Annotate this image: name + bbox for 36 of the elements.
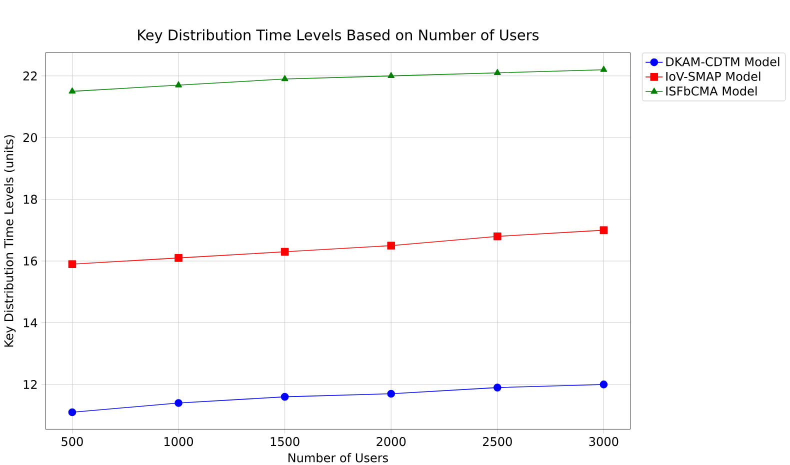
point — [387, 390, 396, 398]
chart-title: Key Distribution Time Levels Based on Number of Users — [138, 29, 539, 44]
legend-label: ISFbCMA Model — [666, 86, 757, 96]
point — [68, 408, 76, 416]
y-tick-label: 16 — [24, 256, 38, 266]
y-tick-label: 14 — [24, 318, 38, 328]
point — [174, 254, 182, 262]
x-tick-label: 1000 — [164, 437, 194, 446]
point — [175, 81, 182, 88]
point — [174, 399, 182, 407]
legend-label: IoV-SMAP Model — [666, 72, 760, 81]
point — [494, 68, 501, 76]
point — [280, 392, 289, 401]
point — [494, 384, 502, 392]
point — [494, 232, 502, 240]
y-tick-label: 22 — [23, 72, 37, 80]
x-tick-label: 500 — [62, 437, 83, 446]
point — [600, 226, 608, 234]
y-tick-label: 20 — [23, 133, 38, 142]
point — [68, 87, 76, 94]
point — [600, 380, 608, 388]
x-axis-title: Number of Users — [288, 453, 388, 462]
point — [280, 248, 289, 256]
point — [388, 72, 395, 78]
x-tick-label: 3000 — [589, 437, 618, 446]
point — [600, 66, 608, 72]
point — [387, 242, 396, 250]
y-tick-label: 12 — [24, 380, 37, 389]
x-tick-label: 2000 — [376, 437, 406, 446]
point — [281, 75, 288, 82]
x-tick-label: 2500 — [482, 437, 512, 446]
legend-label: DKAM-CDTM Model — [666, 57, 780, 66]
y-tick-label: 18 — [24, 194, 37, 204]
y-axis-title: Key Distribution Time Levels (units) — [4, 135, 16, 347]
point — [68, 260, 76, 268]
x-tick-label: 1500 — [270, 437, 300, 446]
